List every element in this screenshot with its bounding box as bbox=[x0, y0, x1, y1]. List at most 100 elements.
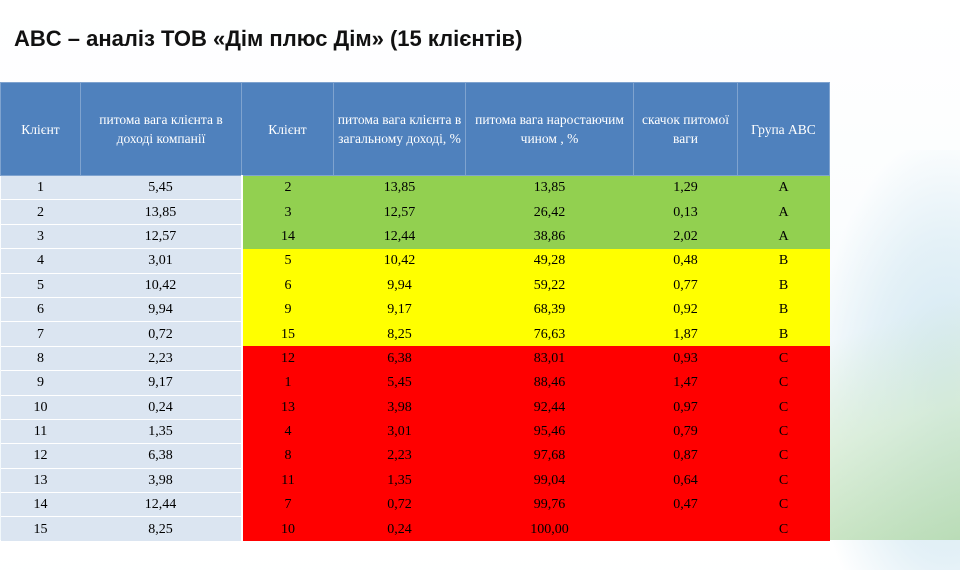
cell-client-sorted: 6 bbox=[241, 273, 334, 298]
cell-client-sorted: 2 bbox=[241, 175, 334, 200]
table-row: 13 3,98 11 1,35 99,04 0,64 C bbox=[0, 468, 830, 494]
cell-client-share: 8,25 bbox=[80, 516, 243, 542]
header-share-jump: скачок питомої ваги bbox=[633, 82, 738, 176]
cell-share-jump: 0,64 bbox=[633, 468, 738, 493]
cell-share-percent: 5,45 bbox=[333, 370, 466, 396]
cell-abc-group: B bbox=[737, 248, 830, 274]
cell-cumulative-share: 49,28 bbox=[465, 248, 634, 274]
cell-abc-group: C bbox=[737, 419, 830, 444]
table-row: 9 9,17 1 5,45 88,46 1,47 C bbox=[0, 370, 830, 396]
cell-client-share: 10,42 bbox=[80, 273, 243, 298]
cell-share-jump: 1,29 bbox=[633, 175, 738, 200]
cell-share-jump: 0,92 bbox=[633, 297, 738, 322]
table-row: 6 9,94 9 9,17 68,39 0,92 B bbox=[0, 297, 830, 323]
cell-cumulative-share: 99,04 bbox=[465, 468, 634, 493]
cell-client-sorted: 12 bbox=[241, 346, 334, 371]
cell-cumulative-share: 68,39 bbox=[465, 297, 634, 322]
cell-client-share: 2,23 bbox=[80, 346, 243, 372]
table-row: 5 10,42 6 9,94 59,22 0,77 B bbox=[0, 273, 830, 298]
cell-abc-group: C bbox=[737, 370, 830, 396]
cell-share-percent: 1,35 bbox=[333, 468, 466, 493]
table-row: 12 6,38 8 2,23 97,68 0,87 C bbox=[0, 443, 830, 469]
cell-share-percent: 10,42 bbox=[333, 248, 466, 274]
cell-client-share: 0,24 bbox=[80, 395, 243, 420]
cell-client-number: 7 bbox=[0, 321, 81, 347]
cell-client-number: 6 bbox=[0, 297, 81, 323]
cell-client-share: 9,94 bbox=[80, 297, 243, 323]
cell-abc-group: C bbox=[737, 443, 830, 469]
table-row: 11 1,35 4 3,01 95,46 0,79 C bbox=[0, 419, 830, 445]
cell-share-percent: 0,72 bbox=[333, 492, 466, 517]
cell-client-number: 14 bbox=[0, 492, 81, 518]
cell-client-share: 6,38 bbox=[80, 443, 243, 469]
abc-analysis-table: Клієнт питома вага клієнта в доході комп… bbox=[0, 82, 830, 542]
cell-client-share: 12,44 bbox=[80, 492, 243, 518]
header-share-percent: питома вага клієнта в загальному доході,… bbox=[333, 82, 466, 176]
cell-client-number: 10 bbox=[0, 395, 81, 420]
cell-cumulative-share: 59,22 bbox=[465, 273, 634, 298]
cell-client-sorted: 8 bbox=[241, 443, 334, 469]
cell-cumulative-share: 100,00 bbox=[465, 516, 634, 542]
cell-client-number: 15 bbox=[0, 516, 81, 542]
cell-client-share: 0,72 bbox=[80, 321, 243, 347]
cell-client-sorted: 10 bbox=[241, 516, 334, 542]
cell-client-sorted: 4 bbox=[241, 419, 334, 444]
cell-client-share: 13,85 bbox=[80, 199, 243, 225]
cell-share-percent: 3,98 bbox=[333, 395, 466, 420]
cell-cumulative-share: 38,86 bbox=[465, 224, 634, 249]
cell-client-number: 8 bbox=[0, 346, 81, 372]
table-body: 1 5,45 2 13,85 13,85 1,29 A 2 13,85 3 12,57 26,42 0,… bbox=[0, 175, 830, 542]
cell-client-sorted: 1 bbox=[241, 370, 334, 396]
cell-abc-group: A bbox=[737, 224, 830, 249]
cell-share-percent: 3,01 bbox=[333, 419, 466, 444]
table-header-row: Клієнт питома вага клієнта в доході комп… bbox=[0, 82, 830, 176]
cell-client-sorted: 13 bbox=[241, 395, 334, 420]
table-row: 3 12,57 14 12,44 38,86 2,02 A bbox=[0, 224, 830, 250]
cell-client-share: 9,17 bbox=[80, 370, 243, 396]
cell-client-number: 5 bbox=[0, 273, 81, 298]
cell-share-percent: 6,38 bbox=[333, 346, 466, 371]
header-client-number: Клієнт bbox=[0, 82, 81, 176]
cell-cumulative-share: 26,42 bbox=[465, 199, 634, 225]
table-row: 4 3,01 5 10,42 49,28 0,48 B bbox=[0, 248, 830, 274]
cell-share-jump: 1,87 bbox=[633, 321, 738, 347]
cell-cumulative-share: 88,46 bbox=[465, 370, 634, 396]
cell-client-number: 11 bbox=[0, 419, 81, 445]
cell-client-number: 3 bbox=[0, 224, 81, 250]
cell-abc-group: C bbox=[737, 468, 830, 493]
cell-cumulative-share: 92,44 bbox=[465, 395, 634, 420]
cell-share-jump: 0,47 bbox=[633, 492, 738, 517]
cell-cumulative-share: 97,68 bbox=[465, 443, 634, 469]
cell-share-percent: 12,44 bbox=[333, 224, 466, 249]
cell-client-share: 5,45 bbox=[80, 175, 243, 201]
cell-client-number: 2 bbox=[0, 199, 81, 225]
cell-cumulative-share: 13,85 bbox=[465, 175, 634, 200]
cell-share-percent: 2,23 bbox=[333, 443, 466, 469]
cell-client-sorted: 11 bbox=[241, 468, 334, 493]
header-client-share: питома вага клієнта в доході компанії bbox=[80, 82, 242, 176]
cell-cumulative-share: 95,46 bbox=[465, 419, 634, 444]
cell-cumulative-share: 99,76 bbox=[465, 492, 634, 517]
header-cumulative-share: питома вага наростаючим чином , % bbox=[465, 82, 634, 176]
table-row: 15 8,25 10 0,24 100,00 C bbox=[0, 516, 830, 542]
cell-share-jump: 0,87 bbox=[633, 443, 738, 469]
cell-share-percent: 0,24 bbox=[333, 516, 466, 542]
cell-abc-group: C bbox=[737, 395, 830, 420]
table-row: 8 2,23 12 6,38 83,01 0,93 C bbox=[0, 346, 830, 372]
cell-abc-group: C bbox=[737, 516, 830, 542]
cell-cumulative-share: 76,63 bbox=[465, 321, 634, 347]
cell-abc-group: A bbox=[737, 199, 830, 225]
cell-abc-group: A bbox=[737, 175, 830, 200]
background-grass bbox=[820, 240, 960, 540]
header-client-sorted: Клієнт bbox=[241, 82, 334, 176]
cell-abc-group: B bbox=[737, 321, 830, 347]
cell-share-percent: 8,25 bbox=[333, 321, 466, 347]
cell-share-jump: 0,13 bbox=[633, 199, 738, 225]
cell-share-jump: 0,93 bbox=[633, 346, 738, 371]
cell-share-jump: 0,48 bbox=[633, 248, 738, 274]
cell-share-jump: 0,79 bbox=[633, 419, 738, 444]
cell-share-jump bbox=[633, 516, 738, 542]
cell-client-share: 12,57 bbox=[80, 224, 243, 250]
cell-client-number: 4 bbox=[0, 248, 81, 274]
table-row: 10 0,24 13 3,98 92,44 0,97 C bbox=[0, 395, 830, 420]
